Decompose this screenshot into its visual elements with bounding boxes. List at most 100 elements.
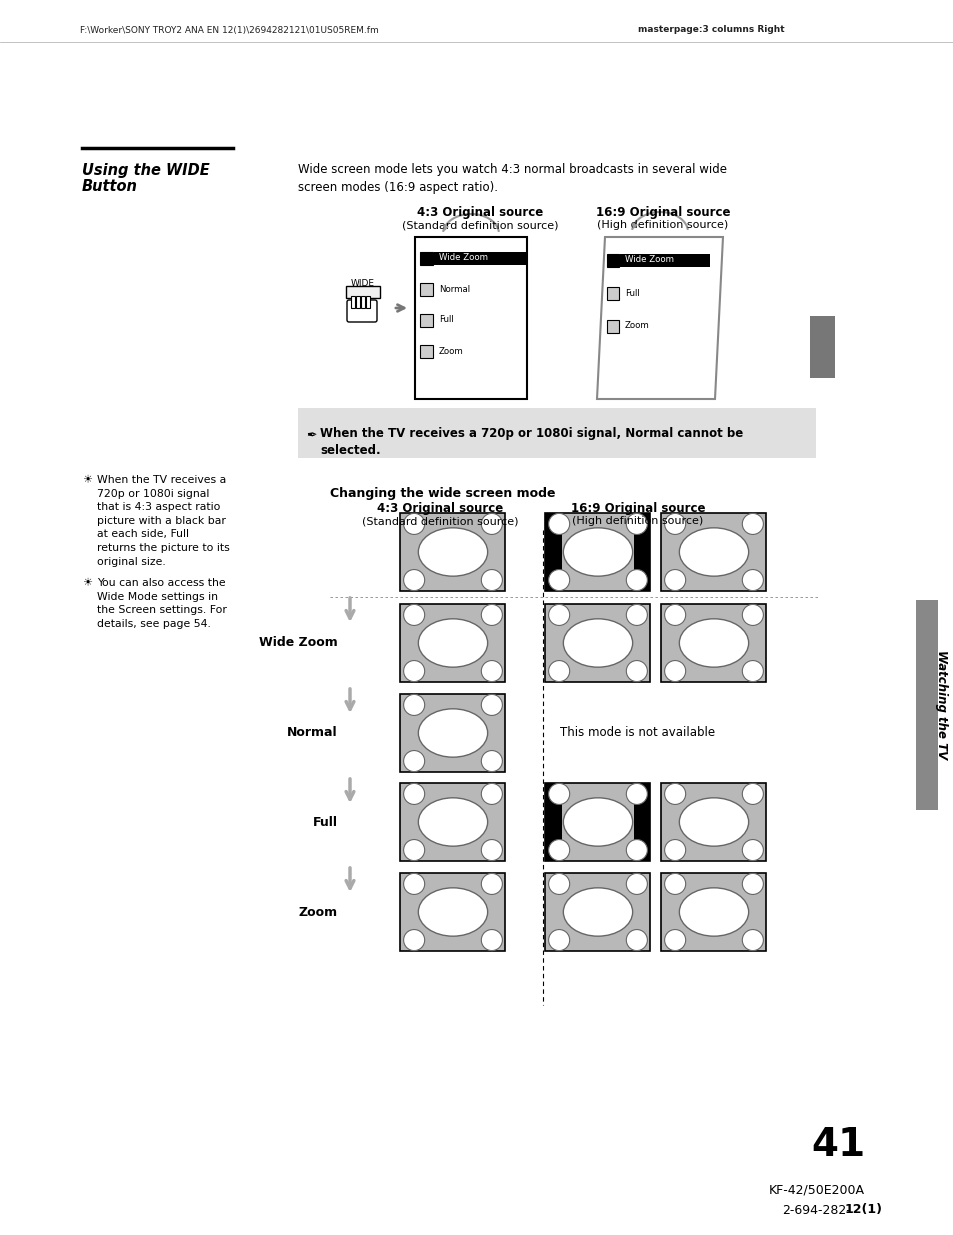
Bar bbox=[297, 408, 815, 458]
Text: (High definition source): (High definition source) bbox=[597, 220, 728, 230]
Text: Changing the wide screen mode: Changing the wide screen mode bbox=[330, 487, 555, 500]
Text: 16:9 Original source: 16:9 Original source bbox=[570, 501, 704, 515]
Bar bbox=[360, 296, 365, 308]
Bar bbox=[545, 783, 561, 861]
Text: Full: Full bbox=[313, 815, 337, 829]
Bar bbox=[660, 604, 765, 682]
Text: Full: Full bbox=[624, 289, 639, 298]
Ellipse shape bbox=[548, 783, 569, 804]
Ellipse shape bbox=[626, 569, 647, 590]
Bar bbox=[400, 604, 505, 682]
Text: selected.: selected. bbox=[319, 443, 380, 457]
Text: 16:9 Original source: 16:9 Original source bbox=[595, 206, 729, 219]
Ellipse shape bbox=[626, 661, 647, 682]
Ellipse shape bbox=[418, 709, 487, 757]
Text: Wide Zoom: Wide Zoom bbox=[624, 256, 673, 264]
Ellipse shape bbox=[403, 873, 424, 894]
Bar bbox=[351, 296, 355, 308]
Bar bbox=[545, 513, 561, 592]
Text: WIDE: WIDE bbox=[351, 279, 375, 288]
Ellipse shape bbox=[679, 888, 748, 936]
Bar bbox=[660, 513, 765, 592]
Text: ☀: ☀ bbox=[82, 578, 91, 588]
Ellipse shape bbox=[664, 783, 685, 804]
Ellipse shape bbox=[626, 873, 647, 894]
Text: 2-694-282-: 2-694-282- bbox=[781, 1203, 850, 1216]
Ellipse shape bbox=[679, 798, 748, 846]
Bar bbox=[434, 252, 525, 266]
Text: masterpage:3 columns Right: masterpage:3 columns Right bbox=[638, 26, 783, 35]
Ellipse shape bbox=[664, 661, 685, 682]
Ellipse shape bbox=[563, 888, 632, 936]
Ellipse shape bbox=[741, 930, 762, 951]
Ellipse shape bbox=[403, 783, 424, 804]
Text: 41: 41 bbox=[810, 1126, 864, 1165]
Bar bbox=[660, 783, 765, 861]
Bar bbox=[419, 252, 433, 266]
Ellipse shape bbox=[664, 569, 685, 590]
Ellipse shape bbox=[664, 873, 685, 894]
Ellipse shape bbox=[403, 840, 424, 861]
Ellipse shape bbox=[481, 604, 502, 625]
Bar bbox=[545, 873, 650, 951]
Ellipse shape bbox=[418, 527, 487, 577]
Text: You can also access the
Wide Mode settings in
the Screen settings. For
details, : You can also access the Wide Mode settin… bbox=[97, 578, 227, 629]
Bar bbox=[400, 783, 505, 861]
Bar bbox=[545, 513, 650, 592]
Ellipse shape bbox=[481, 873, 502, 894]
Ellipse shape bbox=[548, 514, 569, 535]
Text: ☀: ☀ bbox=[82, 475, 91, 485]
Text: Normal: Normal bbox=[287, 726, 337, 740]
Text: (Standard definition source): (Standard definition source) bbox=[361, 516, 517, 526]
Bar bbox=[346, 287, 379, 298]
Ellipse shape bbox=[741, 604, 762, 625]
Ellipse shape bbox=[563, 527, 632, 577]
Text: 12(1): 12(1) bbox=[844, 1203, 882, 1216]
Text: When the TV receives a
720p or 1080i signal
that is 4:3 aspect ratio
picture wit: When the TV receives a 720p or 1080i sig… bbox=[97, 475, 230, 567]
Ellipse shape bbox=[626, 840, 647, 861]
Ellipse shape bbox=[481, 694, 502, 715]
Text: Watching the TV: Watching the TV bbox=[935, 651, 947, 760]
Ellipse shape bbox=[664, 840, 685, 861]
Ellipse shape bbox=[664, 930, 685, 951]
Ellipse shape bbox=[741, 873, 762, 894]
Bar bbox=[400, 513, 505, 592]
Ellipse shape bbox=[481, 930, 502, 951]
Ellipse shape bbox=[626, 514, 647, 535]
Ellipse shape bbox=[481, 751, 502, 772]
Ellipse shape bbox=[418, 798, 487, 846]
Ellipse shape bbox=[664, 604, 685, 625]
Ellipse shape bbox=[481, 661, 502, 682]
Ellipse shape bbox=[626, 930, 647, 951]
Text: 4:3 Original source: 4:3 Original source bbox=[416, 206, 542, 219]
Text: Using the WIDE: Using the WIDE bbox=[82, 163, 210, 178]
Bar bbox=[619, 254, 709, 267]
Ellipse shape bbox=[679, 619, 748, 667]
Ellipse shape bbox=[664, 514, 685, 535]
Text: Zoom: Zoom bbox=[438, 347, 463, 356]
Bar bbox=[634, 513, 650, 592]
Ellipse shape bbox=[481, 840, 502, 861]
Bar bbox=[606, 254, 618, 267]
Text: F:\Worker\SONY TROY2 ANA EN 12(1)\2694282121\01US05REM.fm: F:\Worker\SONY TROY2 ANA EN 12(1)\269428… bbox=[80, 26, 378, 35]
Bar bbox=[400, 694, 505, 772]
Text: This mode is not available: This mode is not available bbox=[559, 726, 715, 740]
Text: Normal: Normal bbox=[438, 284, 470, 294]
Ellipse shape bbox=[403, 930, 424, 951]
Ellipse shape bbox=[626, 783, 647, 804]
Ellipse shape bbox=[403, 604, 424, 625]
Ellipse shape bbox=[481, 514, 502, 535]
Bar bbox=[660, 873, 765, 951]
Bar bbox=[545, 783, 650, 861]
Polygon shape bbox=[597, 237, 722, 399]
Bar bbox=[366, 296, 370, 308]
Text: Wide screen mode lets you watch 4:3 normal broadcasts in several wide
screen mod: Wide screen mode lets you watch 4:3 norm… bbox=[297, 163, 726, 194]
Ellipse shape bbox=[418, 888, 487, 936]
Text: KF-42/50E200A: KF-42/50E200A bbox=[768, 1183, 864, 1197]
Bar bbox=[915, 600, 937, 810]
Ellipse shape bbox=[403, 514, 424, 535]
Ellipse shape bbox=[403, 751, 424, 772]
Bar bbox=[400, 873, 505, 951]
Ellipse shape bbox=[403, 694, 424, 715]
Ellipse shape bbox=[741, 514, 762, 535]
